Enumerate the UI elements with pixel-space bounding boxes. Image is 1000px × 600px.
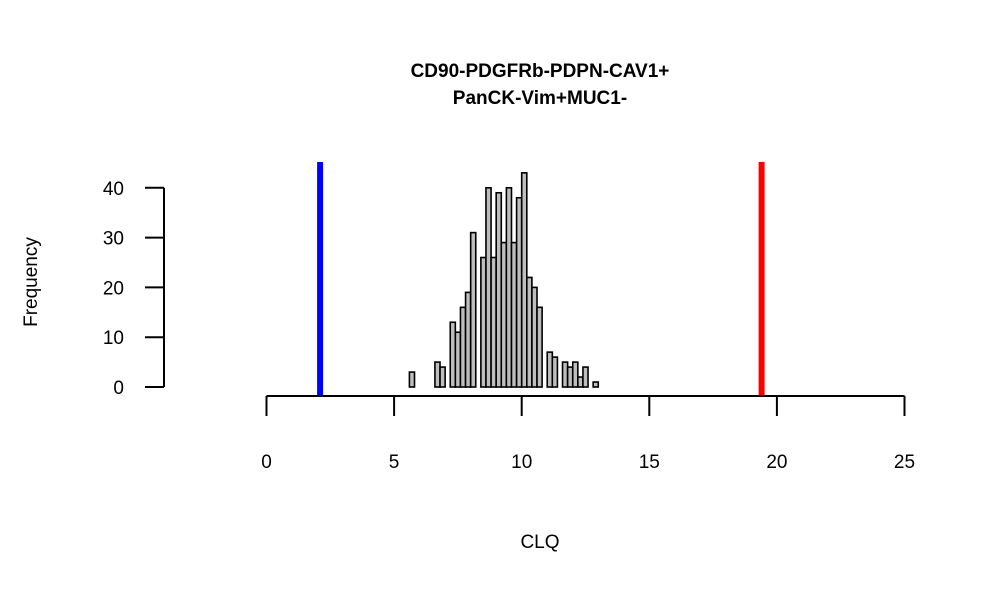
x-tick-label: 25 (894, 452, 915, 473)
x-tick-label: 5 (389, 452, 400, 473)
histogram-bars (408, 172, 600, 388)
histogram-bar (439, 366, 446, 388)
histogram-bar (592, 381, 600, 388)
histogram-bar (551, 356, 559, 388)
histogram-bar (582, 366, 589, 388)
y-tick-label: 40 (103, 179, 124, 200)
x-tick-label: 15 (639, 452, 660, 473)
y-tick-label: 0 (113, 378, 124, 399)
x-axis-label: CLQ (520, 532, 559, 553)
y-tick-label: 10 (103, 328, 124, 349)
y-tick-label: 20 (103, 278, 124, 299)
histogram-bar (408, 371, 416, 388)
x-tick-label: 0 (261, 452, 272, 473)
y-axis-label: Frequency (21, 237, 42, 327)
x-tick-label: 10 (511, 452, 532, 473)
y-axis: 0 10 20 30 40 (103, 179, 165, 399)
x-tick-label: 20 (766, 452, 787, 473)
histogram-bar (536, 306, 543, 388)
histogram-bar (571, 361, 579, 388)
histogram-bar (469, 231, 477, 388)
chart-title-line-2: PanCK-Vim+MUC1- (453, 88, 627, 109)
x-axis: 0 5 10 15 20 25 (261, 395, 915, 473)
y-tick-label: 30 (103, 229, 124, 250)
chart-title-line-1: CD90-PDGFRb-PDPN-CAV1+ (411, 61, 670, 82)
reference-lines (317, 162, 765, 396)
